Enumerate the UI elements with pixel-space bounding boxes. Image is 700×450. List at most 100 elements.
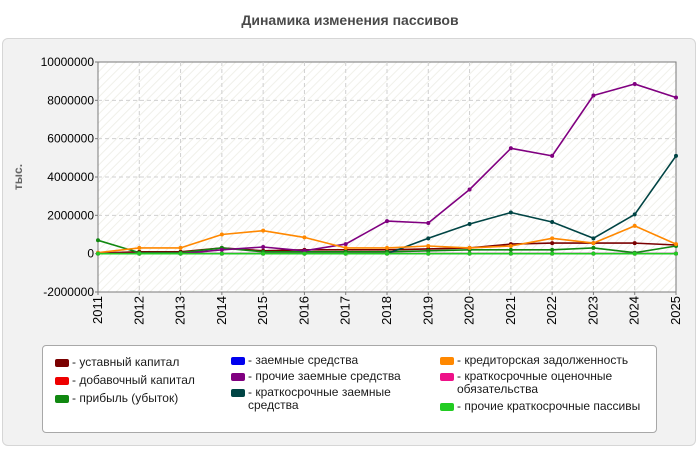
series-5-point [426,236,431,241]
series-4-point [674,95,678,100]
series-6-point [385,245,389,250]
series-6-point [591,241,596,246]
y-tick-label: 2000000 [47,208,94,222]
x-tick-label: 2011 [90,296,105,324]
series-6-point [632,223,637,228]
legend-item-1[interactable]: - добавочный капитал [55,374,225,387]
series-4-point [632,82,637,87]
legend-swatch [440,357,454,365]
legend-label: - краткосрочные оценочные обязательства [457,369,613,396]
series-6-point [302,235,307,240]
series-4-point [219,247,224,252]
series-6-point [550,236,555,241]
legend-swatch [55,359,69,367]
legend-item-8[interactable]: - прочие краткосрочные пассивы [440,400,645,413]
series-8-point [343,251,348,256]
series-2-point [508,247,513,252]
series-6-point [343,245,348,250]
series-8-point [385,251,389,256]
series-8-point [632,251,637,256]
legend-label: - прочие заемные средства [248,369,401,383]
legend-swatch [440,403,454,411]
x-tick-label: 2019 [420,296,435,325]
series-4-point [343,242,348,247]
legend-label: - кредиторская задолженность [457,353,629,367]
series-2-point [426,248,431,253]
series-0-point [632,241,637,246]
series-4-point [302,248,307,253]
series-8-point [591,251,596,256]
series-8-point [96,251,100,256]
axes: -2000000 0 2000000 4000000 6000000 8000000 100… [41,55,683,325]
legend-swatch [55,395,69,403]
legend-label: - краткосрочные заемные средства [248,385,391,412]
series-4-point [385,219,389,224]
x-tick-label: 2014 [214,296,229,325]
series-4-point [508,146,513,151]
y-tick-label: 6000000 [47,132,94,146]
legend-item-3[interactable]: - заемные средства [231,354,436,367]
series-6-point [426,244,431,248]
series-8-point [219,251,224,256]
series-8-point [426,251,431,256]
legend-label: - прибыль (убыток) [72,391,179,405]
y-tick-label: 0 [87,247,94,261]
x-tick-label: 2012 [131,296,146,325]
legend-item-0[interactable]: - уставный капитал [55,356,225,369]
series-4-point [467,187,472,192]
series-6-point [467,245,472,250]
legend-item-6[interactable]: - кредиторская задолженность [440,354,645,367]
series-8-point [467,251,472,256]
legend-swatch [231,389,245,397]
legend-label: - уставный капитал [72,355,180,369]
series-5-point [632,212,637,217]
x-tick-label: 2022 [544,296,559,325]
legend-item-7[interactable]: - краткосрочные оценочные обязательства [440,370,645,396]
series-6-point [261,228,266,233]
series-5-point [550,220,555,225]
y-tick-label: 4000000 [47,170,94,184]
chart-title: Динамика изменения пассивов [241,12,459,28]
series-2-point [591,245,596,250]
series-8-point [137,251,142,256]
legend-item-4[interactable]: - прочие заемные средства [231,370,436,383]
series-8-point [674,251,678,256]
y-tick-label: 10000000 [41,55,95,69]
series-8-point [178,251,183,256]
legend-swatch [231,373,245,381]
x-tick-label: 2020 [462,296,477,325]
legend-item-2[interactable]: - прибыль (убыток) [55,392,225,405]
x-tick-label: 2018 [379,296,394,325]
series-4-point [261,244,266,249]
series-8-point [508,251,513,256]
series-4-point [426,221,431,225]
legend-label: - заемные средства [248,353,359,367]
series-6-point [137,245,142,250]
series-6-point [219,232,224,237]
x-tick-label: 2013 [173,296,188,325]
legend-label: - добавочный капитал [72,373,195,387]
legend-item-5[interactable]: - краткосрочные заемные средства [231,386,436,412]
legend: - уставный капитал - добавочный капитал - … [42,345,657,433]
series-8-point [550,251,555,256]
series-4-point [550,153,555,158]
series-6-point [508,244,513,248]
series-6-point [674,242,678,247]
series-2-point [96,238,100,243]
series-5-point [508,210,513,215]
series-6-point [178,245,183,250]
series-2-point [550,247,555,252]
x-tick-label: 2025 [668,296,683,325]
legend-swatch [55,377,69,385]
x-tick-label: 2021 [503,296,518,325]
x-tick-label: 2015 [255,296,270,325]
series-0-point [550,241,555,246]
series-5-point [674,153,678,158]
y-tick-label: 8000000 [47,93,94,107]
y-tick-label: -2000000 [43,285,94,299]
x-tick-label: 2017 [338,296,353,325]
x-tick-label: 2016 [296,296,311,325]
legend-swatch [440,373,454,381]
series [96,82,678,256]
